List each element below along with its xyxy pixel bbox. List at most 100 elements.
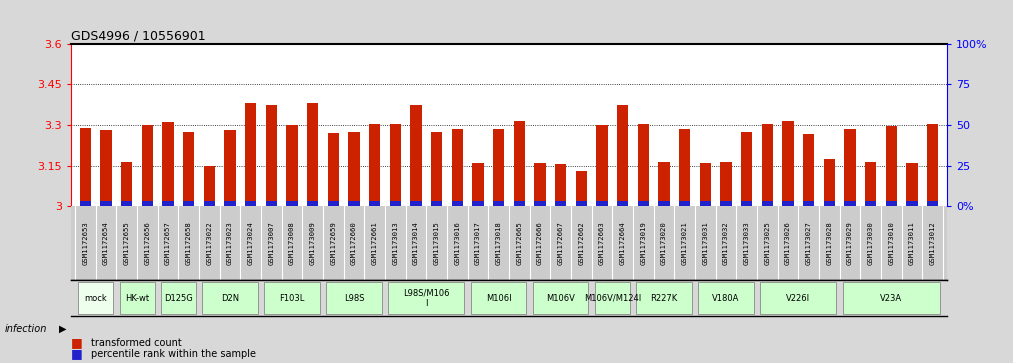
Text: GSM1173015: GSM1173015 [434, 221, 440, 265]
Bar [720, 201, 731, 206]
Text: GSM1173027: GSM1173027 [805, 221, 811, 265]
Bar [307, 201, 318, 206]
Bar [100, 130, 111, 206]
Text: mock: mock [84, 294, 107, 302]
Bar [679, 201, 691, 206]
Text: GSM1172660: GSM1172660 [352, 221, 357, 265]
Bar [183, 132, 194, 206]
Bar [121, 201, 133, 206]
Text: GSM1173028: GSM1173028 [827, 221, 833, 265]
Bar [555, 201, 566, 206]
Text: M106V: M106V [546, 294, 575, 302]
Text: GSM1172664: GSM1172664 [620, 221, 626, 265]
Bar [388, 282, 465, 314]
Bar [162, 122, 173, 206]
Bar [120, 282, 155, 314]
Text: GSM1172656: GSM1172656 [145, 221, 150, 265]
Bar [658, 162, 670, 206]
Text: GSM1172665: GSM1172665 [517, 221, 523, 265]
Bar [907, 163, 918, 206]
Text: R227K: R227K [650, 294, 678, 302]
Bar [595, 282, 630, 314]
Text: GSM1173011: GSM1173011 [909, 221, 915, 265]
Bar [80, 128, 91, 206]
Bar [142, 201, 153, 206]
Bar [927, 123, 938, 206]
Bar [204, 166, 215, 206]
Text: GSM1172658: GSM1172658 [185, 221, 191, 265]
Bar [782, 121, 794, 206]
Bar [636, 282, 692, 314]
Bar [843, 282, 940, 314]
Bar [845, 201, 856, 206]
Text: L98S: L98S [343, 294, 365, 302]
Text: GSM1173012: GSM1173012 [930, 221, 936, 265]
Text: GDS4996 / 10556901: GDS4996 / 10556901 [71, 29, 206, 42]
Text: V23A: V23A [880, 294, 903, 302]
Bar [617, 201, 628, 206]
Bar [265, 201, 277, 206]
Bar [390, 201, 401, 206]
Bar [742, 132, 753, 206]
Bar [637, 123, 649, 206]
Bar [348, 201, 360, 206]
Text: GSM1172663: GSM1172663 [599, 221, 605, 265]
Bar [390, 123, 401, 206]
Bar [824, 159, 835, 206]
Bar [307, 103, 318, 206]
Text: GSM1173023: GSM1173023 [227, 221, 233, 265]
Text: GSM1173008: GSM1173008 [289, 221, 295, 265]
Bar [534, 201, 546, 206]
Bar [824, 201, 835, 206]
Text: GSM1173007: GSM1173007 [268, 221, 275, 265]
Text: GSM1172655: GSM1172655 [124, 221, 130, 265]
Bar [885, 201, 898, 206]
Text: GSM1173016: GSM1173016 [455, 221, 460, 265]
Bar [161, 282, 196, 314]
Text: L98S/M106
I: L98S/M106 I [403, 288, 450, 308]
Text: V180A: V180A [712, 294, 739, 302]
Text: GSM1173018: GSM1173018 [495, 221, 501, 265]
Bar [183, 201, 194, 206]
Bar [782, 201, 794, 206]
Bar [204, 201, 215, 206]
Bar [472, 163, 484, 206]
Bar [265, 105, 277, 206]
Bar [245, 201, 256, 206]
Bar [100, 201, 111, 206]
Text: D2N: D2N [221, 294, 239, 302]
Bar [617, 105, 628, 206]
Bar [514, 201, 525, 206]
Bar [431, 201, 443, 206]
Bar [575, 201, 588, 206]
Bar [597, 125, 608, 206]
Bar [264, 282, 320, 314]
Text: GSM1173017: GSM1173017 [475, 221, 481, 265]
Text: GSM1173025: GSM1173025 [765, 221, 770, 265]
Bar [700, 201, 711, 206]
Bar [907, 201, 918, 206]
Bar [679, 129, 691, 206]
Text: GSM1172662: GSM1172662 [578, 221, 585, 265]
Bar [597, 201, 608, 206]
Text: GSM1173026: GSM1173026 [785, 221, 791, 265]
Text: GSM1172666: GSM1172666 [537, 221, 543, 265]
Text: M106I: M106I [486, 294, 512, 302]
Text: GSM1173029: GSM1173029 [847, 221, 853, 265]
Bar [533, 282, 589, 314]
Bar [493, 201, 504, 206]
Bar [327, 133, 339, 206]
Text: HK-wt: HK-wt [125, 294, 149, 302]
Bar [493, 129, 504, 206]
Text: ▶: ▶ [59, 323, 66, 334]
Bar [142, 125, 153, 206]
Bar [845, 129, 856, 206]
Bar [162, 201, 173, 206]
Bar [369, 123, 381, 206]
Bar [452, 201, 463, 206]
Text: GSM1172659: GSM1172659 [330, 221, 336, 265]
Text: GSM1172661: GSM1172661 [372, 221, 378, 265]
Bar [224, 130, 236, 206]
Bar [121, 162, 133, 206]
Bar [637, 201, 649, 206]
